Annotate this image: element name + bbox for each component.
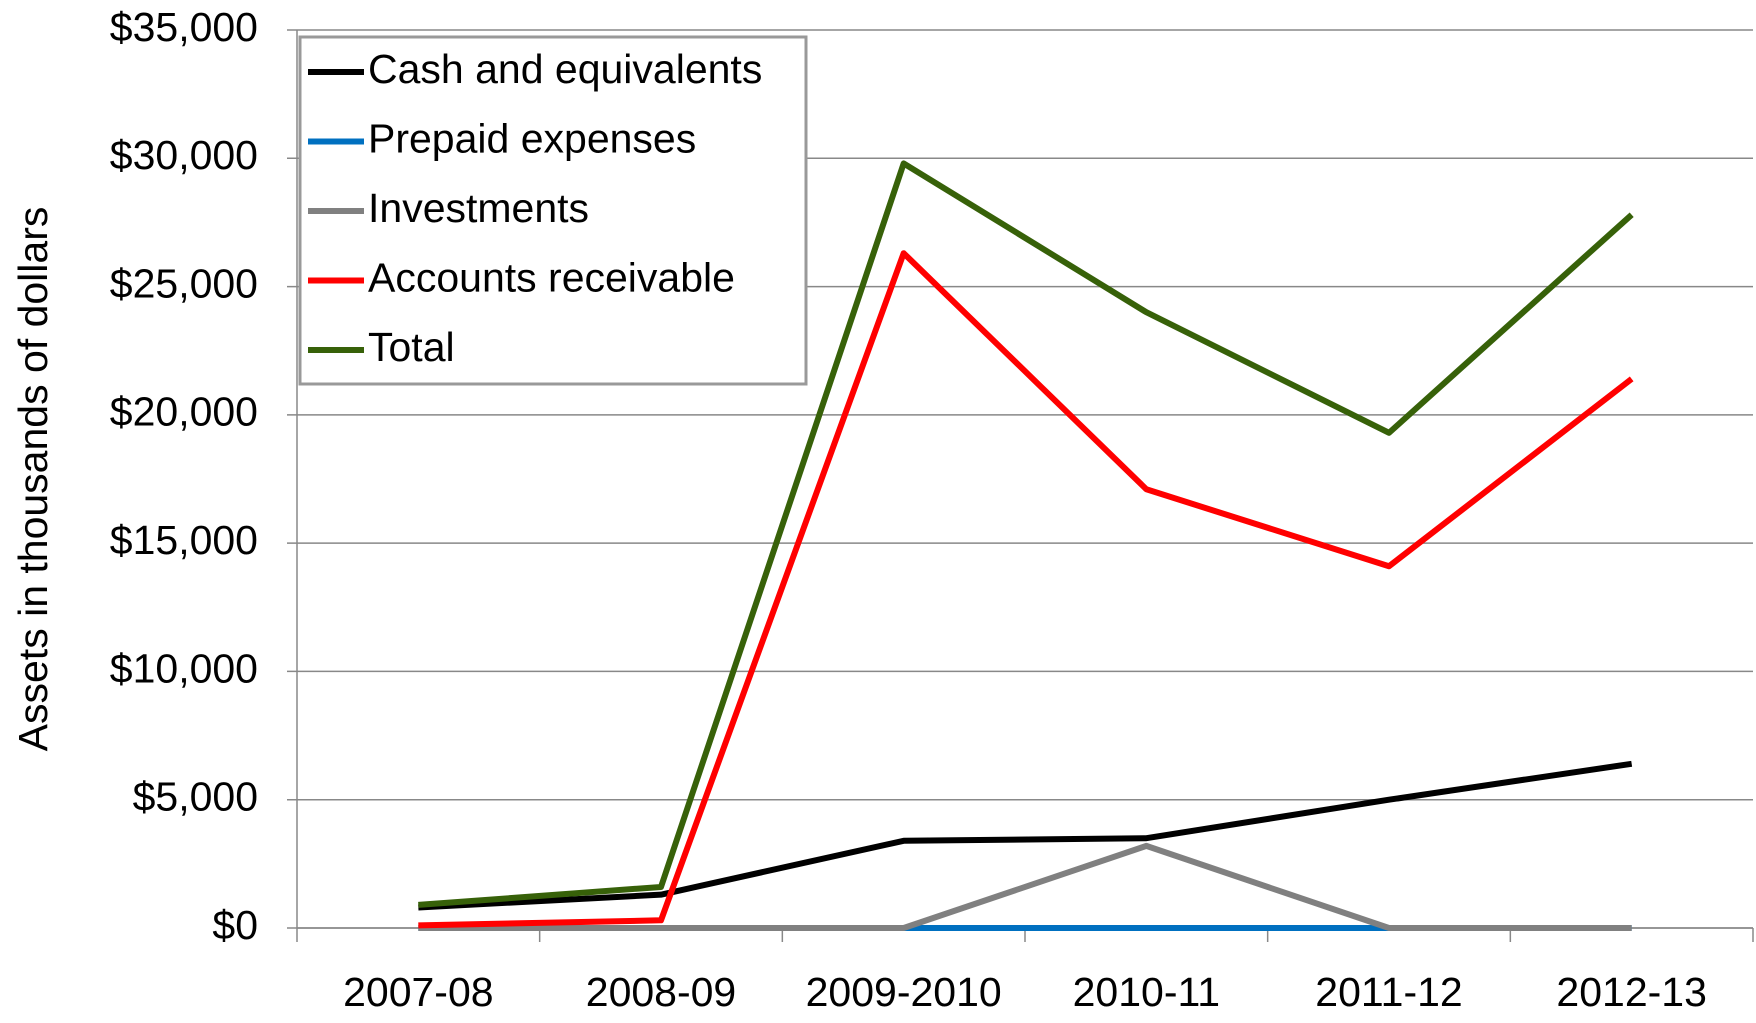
- y-tick-label: $15,000: [110, 517, 258, 563]
- x-tick-label: 2010-11: [1073, 969, 1220, 1015]
- legend-box: [298, 35, 808, 386]
- legend-label: Cash and equivalents: [368, 46, 762, 92]
- x-tick-label: 2008-09: [586, 969, 736, 1015]
- legend-label: Prepaid expenses: [368, 115, 696, 161]
- y-tick-label: $10,000: [110, 645, 258, 691]
- series-line: [418, 250, 1634, 929]
- y-tick-label: $30,000: [110, 132, 258, 178]
- x-tick-label: 2011-12: [1315, 969, 1462, 1015]
- y-tick-label: $35,000: [110, 4, 258, 50]
- x-tick-label: 2009-2010: [806, 969, 1002, 1015]
- y-tick-label: $25,000: [110, 260, 258, 306]
- legend-label: Accounts receivable: [368, 254, 735, 300]
- y-tick-label: $0: [212, 902, 258, 948]
- legend-label: Total: [368, 324, 455, 370]
- series-line: [418, 160, 1634, 908]
- y-axis-title: Assets in thousands of dollars: [10, 207, 56, 752]
- legend-label: Investments: [368, 185, 589, 231]
- y-tick-label: $5,000: [133, 774, 258, 820]
- x-tick-label: 2012-13: [1556, 969, 1706, 1015]
- series-line: [418, 760, 1633, 911]
- x-tick-label: 2007-08: [343, 969, 493, 1015]
- y-tick-label: $20,000: [110, 389, 258, 435]
- series-line: [418, 842, 1632, 931]
